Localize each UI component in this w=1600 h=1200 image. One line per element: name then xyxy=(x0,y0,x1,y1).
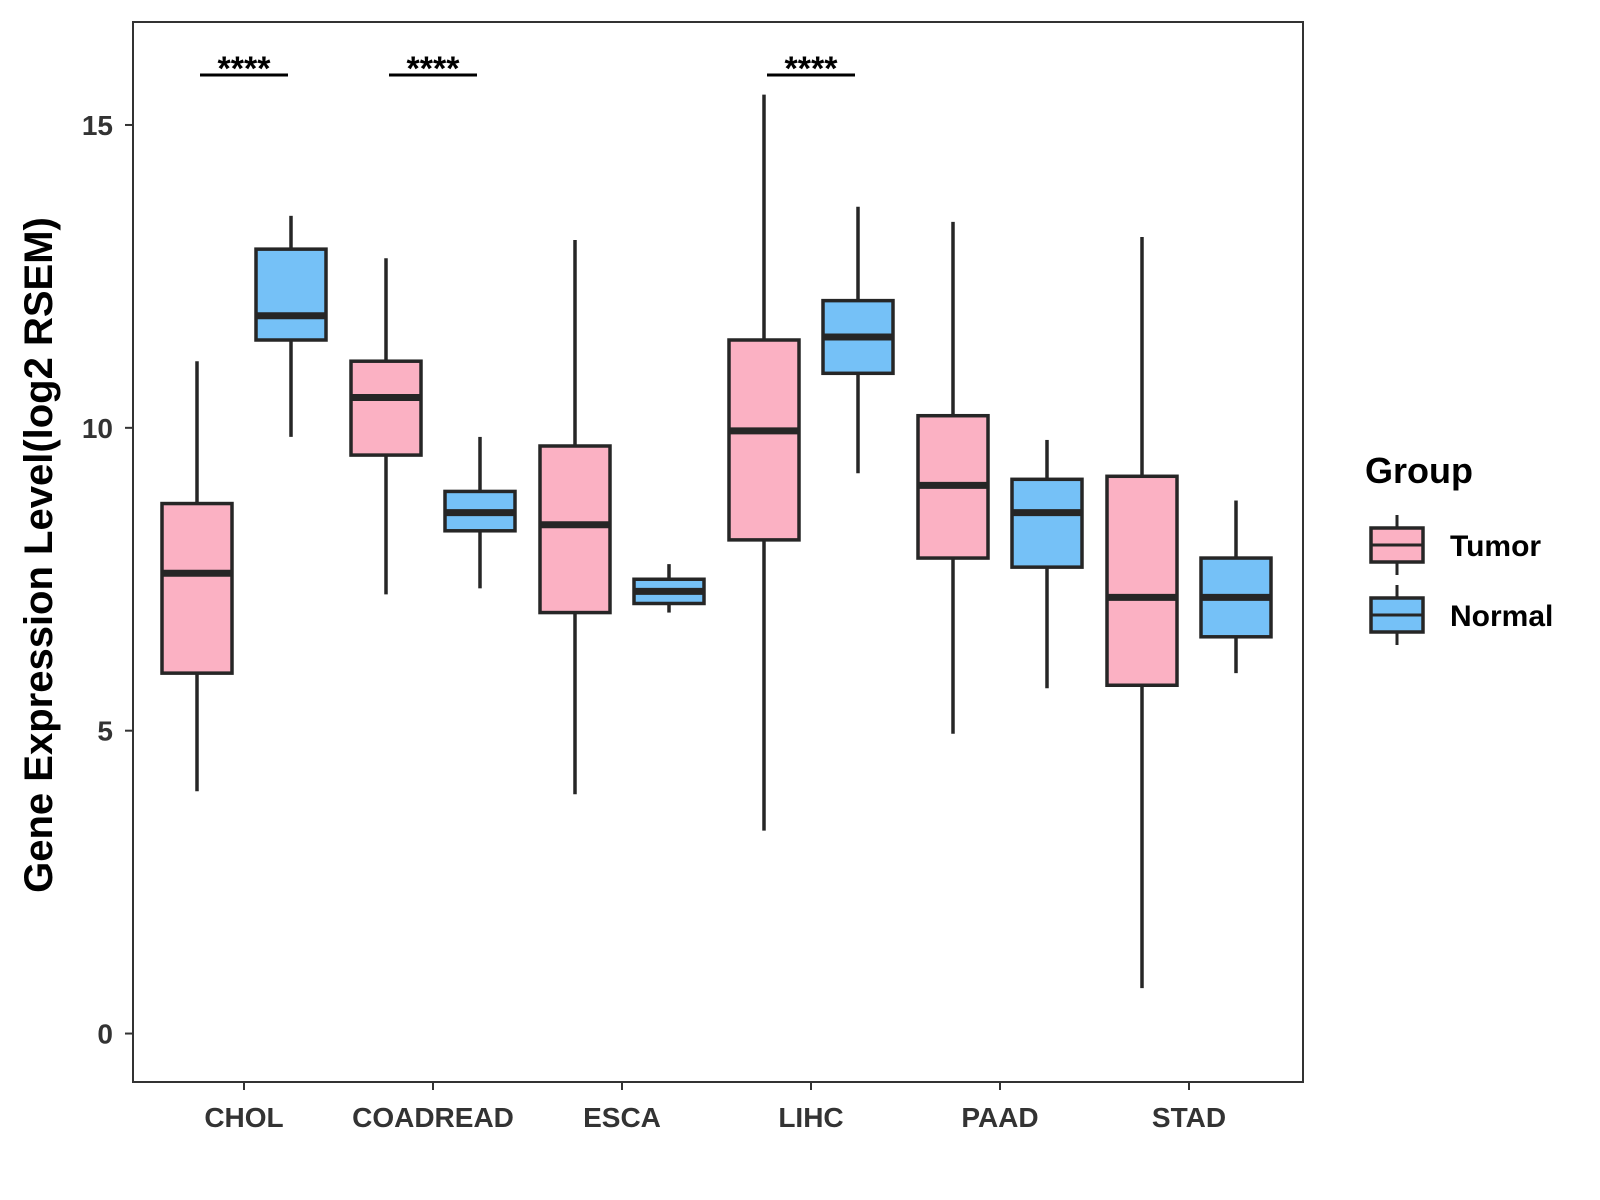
box-body xyxy=(727,338,801,542)
x-tick-label: CHOL xyxy=(204,1102,283,1133)
y-tick-label: 0 xyxy=(97,1019,113,1050)
box-body xyxy=(160,501,234,675)
axes: 0 5 10 15 CHOL COADREAD ESCA LIHC PAAD STAD xyxy=(82,21,1304,1133)
legend-title: Group xyxy=(1365,450,1473,491)
legend-item-tumor: Tumor xyxy=(1369,515,1541,575)
significance-lihc: **** xyxy=(767,50,855,88)
box-body xyxy=(1105,474,1179,688)
legend-label: Normal xyxy=(1450,600,1553,633)
x-tick-label: COADREAD xyxy=(352,1102,514,1133)
box-tumor-lihc xyxy=(727,94,801,831)
x-tick-label: ESCA xyxy=(583,1102,661,1133)
box-tumor-stad xyxy=(1105,237,1179,989)
x-tick-label: STAD xyxy=(1152,1102,1226,1133)
box-normal-esca xyxy=(632,564,706,613)
box-tumor-paad xyxy=(916,221,990,734)
x-tick-label: LIHC xyxy=(778,1102,843,1133)
box-body xyxy=(538,444,612,615)
box-tumor-esca xyxy=(538,240,612,795)
box-normal-coadread xyxy=(443,436,517,589)
box-normal-paad xyxy=(1010,439,1084,689)
significance-label: **** xyxy=(785,50,839,88)
box-normal-stad xyxy=(1199,500,1273,674)
y-axis-title: Gene Expression Level(log2 RSEM) xyxy=(17,217,61,893)
plot-area: **** **** **** xyxy=(160,50,1273,989)
plot-border xyxy=(132,21,1304,1083)
box-tumor-coadread xyxy=(349,258,423,595)
box-tumor-chol xyxy=(160,361,234,792)
legend-label: Tumor xyxy=(1450,530,1541,563)
box-normal-lihc xyxy=(821,206,895,474)
y-tick-label: 15 xyxy=(82,110,113,141)
significance-label: **** xyxy=(407,50,461,88)
box-body xyxy=(349,359,423,457)
significance-coadread: **** xyxy=(389,50,477,88)
y-tick-label: 10 xyxy=(82,413,113,444)
significance-label: **** xyxy=(218,50,272,88)
y-tick-label: 5 xyxy=(97,716,113,747)
legend-item-normal: Normal xyxy=(1369,585,1553,645)
x-tick-label: PAAD xyxy=(961,1102,1038,1133)
legend: Group Tumor Normal xyxy=(1365,450,1553,645)
box-normal-chol xyxy=(254,215,328,437)
box-body xyxy=(1010,477,1084,569)
box-body xyxy=(254,247,328,342)
significance-chol: **** xyxy=(200,50,288,88)
